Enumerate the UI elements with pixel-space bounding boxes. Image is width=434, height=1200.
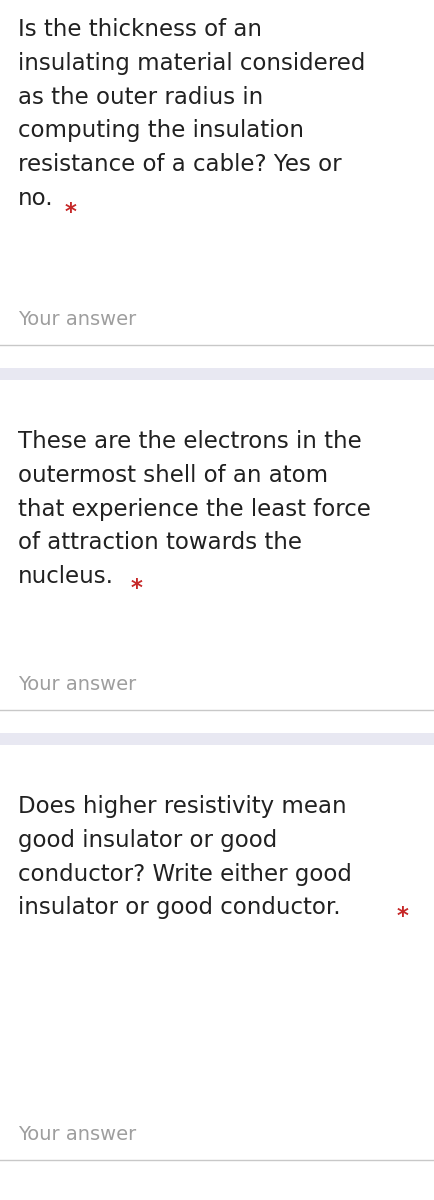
Text: Your answer: Your answer: [18, 310, 136, 329]
Text: *: *: [131, 577, 142, 600]
Text: Does higher resistivity mean
good insulator or good
conductor? Write either good: Does higher resistivity mean good insula…: [18, 794, 351, 919]
Text: *: *: [64, 202, 76, 224]
Text: Your answer: Your answer: [18, 674, 136, 694]
Text: *: *: [396, 905, 408, 928]
Bar: [0, 733, 434, 745]
Bar: [0, 368, 434, 380]
Text: Is the thickness of an
insulating material considered
as the outer radius in
com: Is the thickness of an insulating materi…: [18, 18, 365, 210]
Text: These are the electrons in the
outermost shell of an atom
that experience the le: These are the electrons in the outermost…: [18, 430, 370, 588]
Text: Your answer: Your answer: [18, 1126, 136, 1144]
